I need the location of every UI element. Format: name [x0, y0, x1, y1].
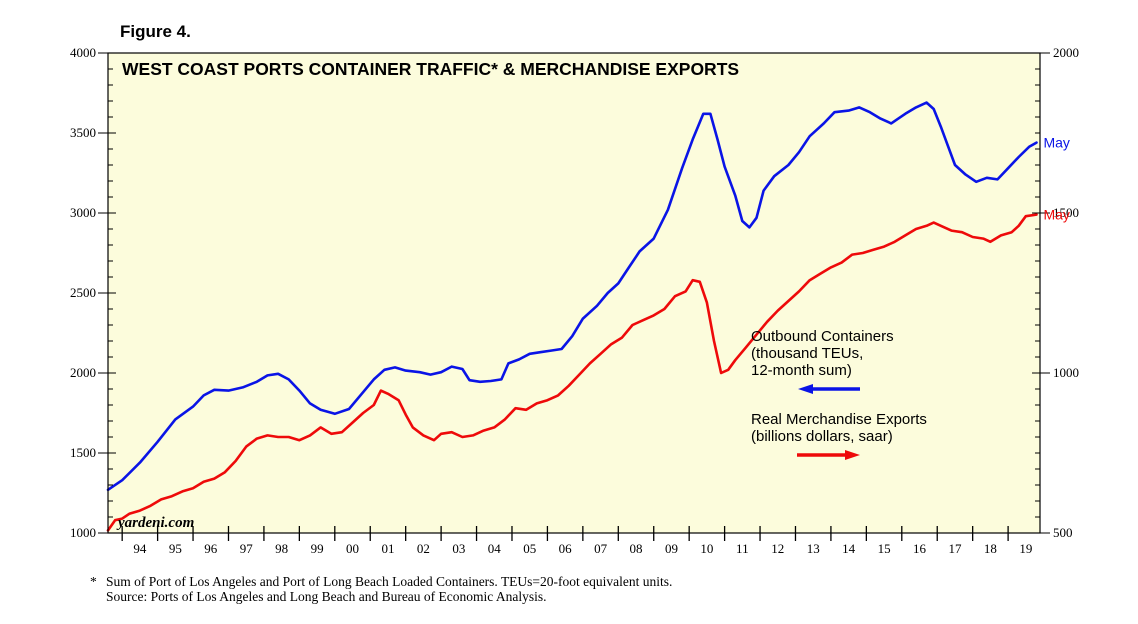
- x-tick-label: 03: [452, 541, 465, 556]
- x-tick-label: 02: [417, 541, 430, 556]
- x-tick-label: 11: [736, 541, 749, 556]
- x-tick-label: 99: [311, 541, 324, 556]
- x-tick-label: 00: [346, 541, 359, 556]
- x-tick-label: 19: [1019, 541, 1032, 556]
- figure-label: Figure 4.: [120, 22, 191, 41]
- x-tick-label: 98: [275, 541, 288, 556]
- x-tick-label: 08: [630, 541, 643, 556]
- legend-containers: Outbound Containers(thousand TEUs,12-mon…: [751, 328, 894, 394]
- left-tick-label: 1000: [70, 525, 96, 540]
- left-tick-label: 3000: [70, 205, 96, 220]
- footnote-marker: *: [90, 574, 97, 589]
- footnote-source-line: Source: Ports of Los Angeles and Long Be…: [90, 589, 672, 604]
- right-tick-label: 2000: [1053, 45, 1079, 60]
- x-tick-label: 06: [559, 541, 573, 556]
- x-tick-label: 01: [381, 541, 394, 556]
- x-tick-label: 16: [913, 541, 927, 556]
- legend-exports: Real Merchandise Exports(billions dollar…: [751, 411, 927, 460]
- x-tick-label: 13: [807, 541, 820, 556]
- x-tick-label: 18: [984, 541, 997, 556]
- x-tick-label: 97: [240, 541, 254, 556]
- x-tick-label: 05: [523, 541, 536, 556]
- x-tick-label: 09: [665, 541, 678, 556]
- watermark: yardeni.com: [116, 515, 194, 531]
- x-tick-label: 15: [878, 541, 891, 556]
- x-tick-label: 12: [771, 541, 784, 556]
- containers-line: [106, 101, 1038, 492]
- legend-text: Outbound Containers: [751, 328, 894, 345]
- chart: 1000150020002500300035004000500100015002…: [70, 45, 1079, 556]
- left-tick-label: 2500: [70, 285, 96, 300]
- footnote-note: Sum of Port of Los Angeles and Port of L…: [106, 574, 673, 589]
- chart-title: WEST COAST PORTS CONTAINER TRAFFIC* & ME…: [122, 59, 739, 79]
- legend-text: (billions dollars, saar): [751, 428, 893, 445]
- left-tick-label: 1500: [70, 445, 96, 460]
- x-tick-label: 17: [948, 541, 962, 556]
- containers-end-label: May: [1043, 135, 1069, 151]
- plot-area: [108, 53, 1040, 533]
- right-tick-label: 1500: [1053, 205, 1079, 220]
- x-tick-label: 96: [204, 541, 218, 556]
- legend-arrow-head: [845, 450, 860, 460]
- x-tick-label: 94: [133, 541, 147, 556]
- legend-arrow-head: [798, 384, 813, 394]
- exports-line: [106, 213, 1038, 532]
- x-tick-label: 04: [488, 541, 502, 556]
- x-tick-label: 10: [700, 541, 713, 556]
- left-tick-label: 3500: [70, 125, 96, 140]
- x-tick-label: 07: [594, 541, 608, 556]
- x-tick-label: 95: [169, 541, 182, 556]
- footnote: * Sum of Port of Los Angeles and Port of …: [90, 574, 672, 604]
- footnote-note-line: * Sum of Port of Los Angeles and Port of …: [90, 574, 672, 589]
- legend-text: Real Merchandise Exports: [751, 411, 927, 428]
- exports-end-label: May: [1043, 207, 1069, 223]
- x-tick-label: 14: [842, 541, 856, 556]
- left-tick-label: 4000: [70, 45, 96, 60]
- left-tick-label: 2000: [70, 365, 96, 380]
- legend-text: 12-month sum): [751, 362, 852, 379]
- right-tick-label: 500: [1053, 525, 1073, 540]
- legend-text: (thousand TEUs,: [751, 345, 863, 362]
- right-tick-label: 1000: [1053, 365, 1079, 380]
- footnote-source: Source: Ports of Los Angeles and Long Be…: [106, 589, 547, 604]
